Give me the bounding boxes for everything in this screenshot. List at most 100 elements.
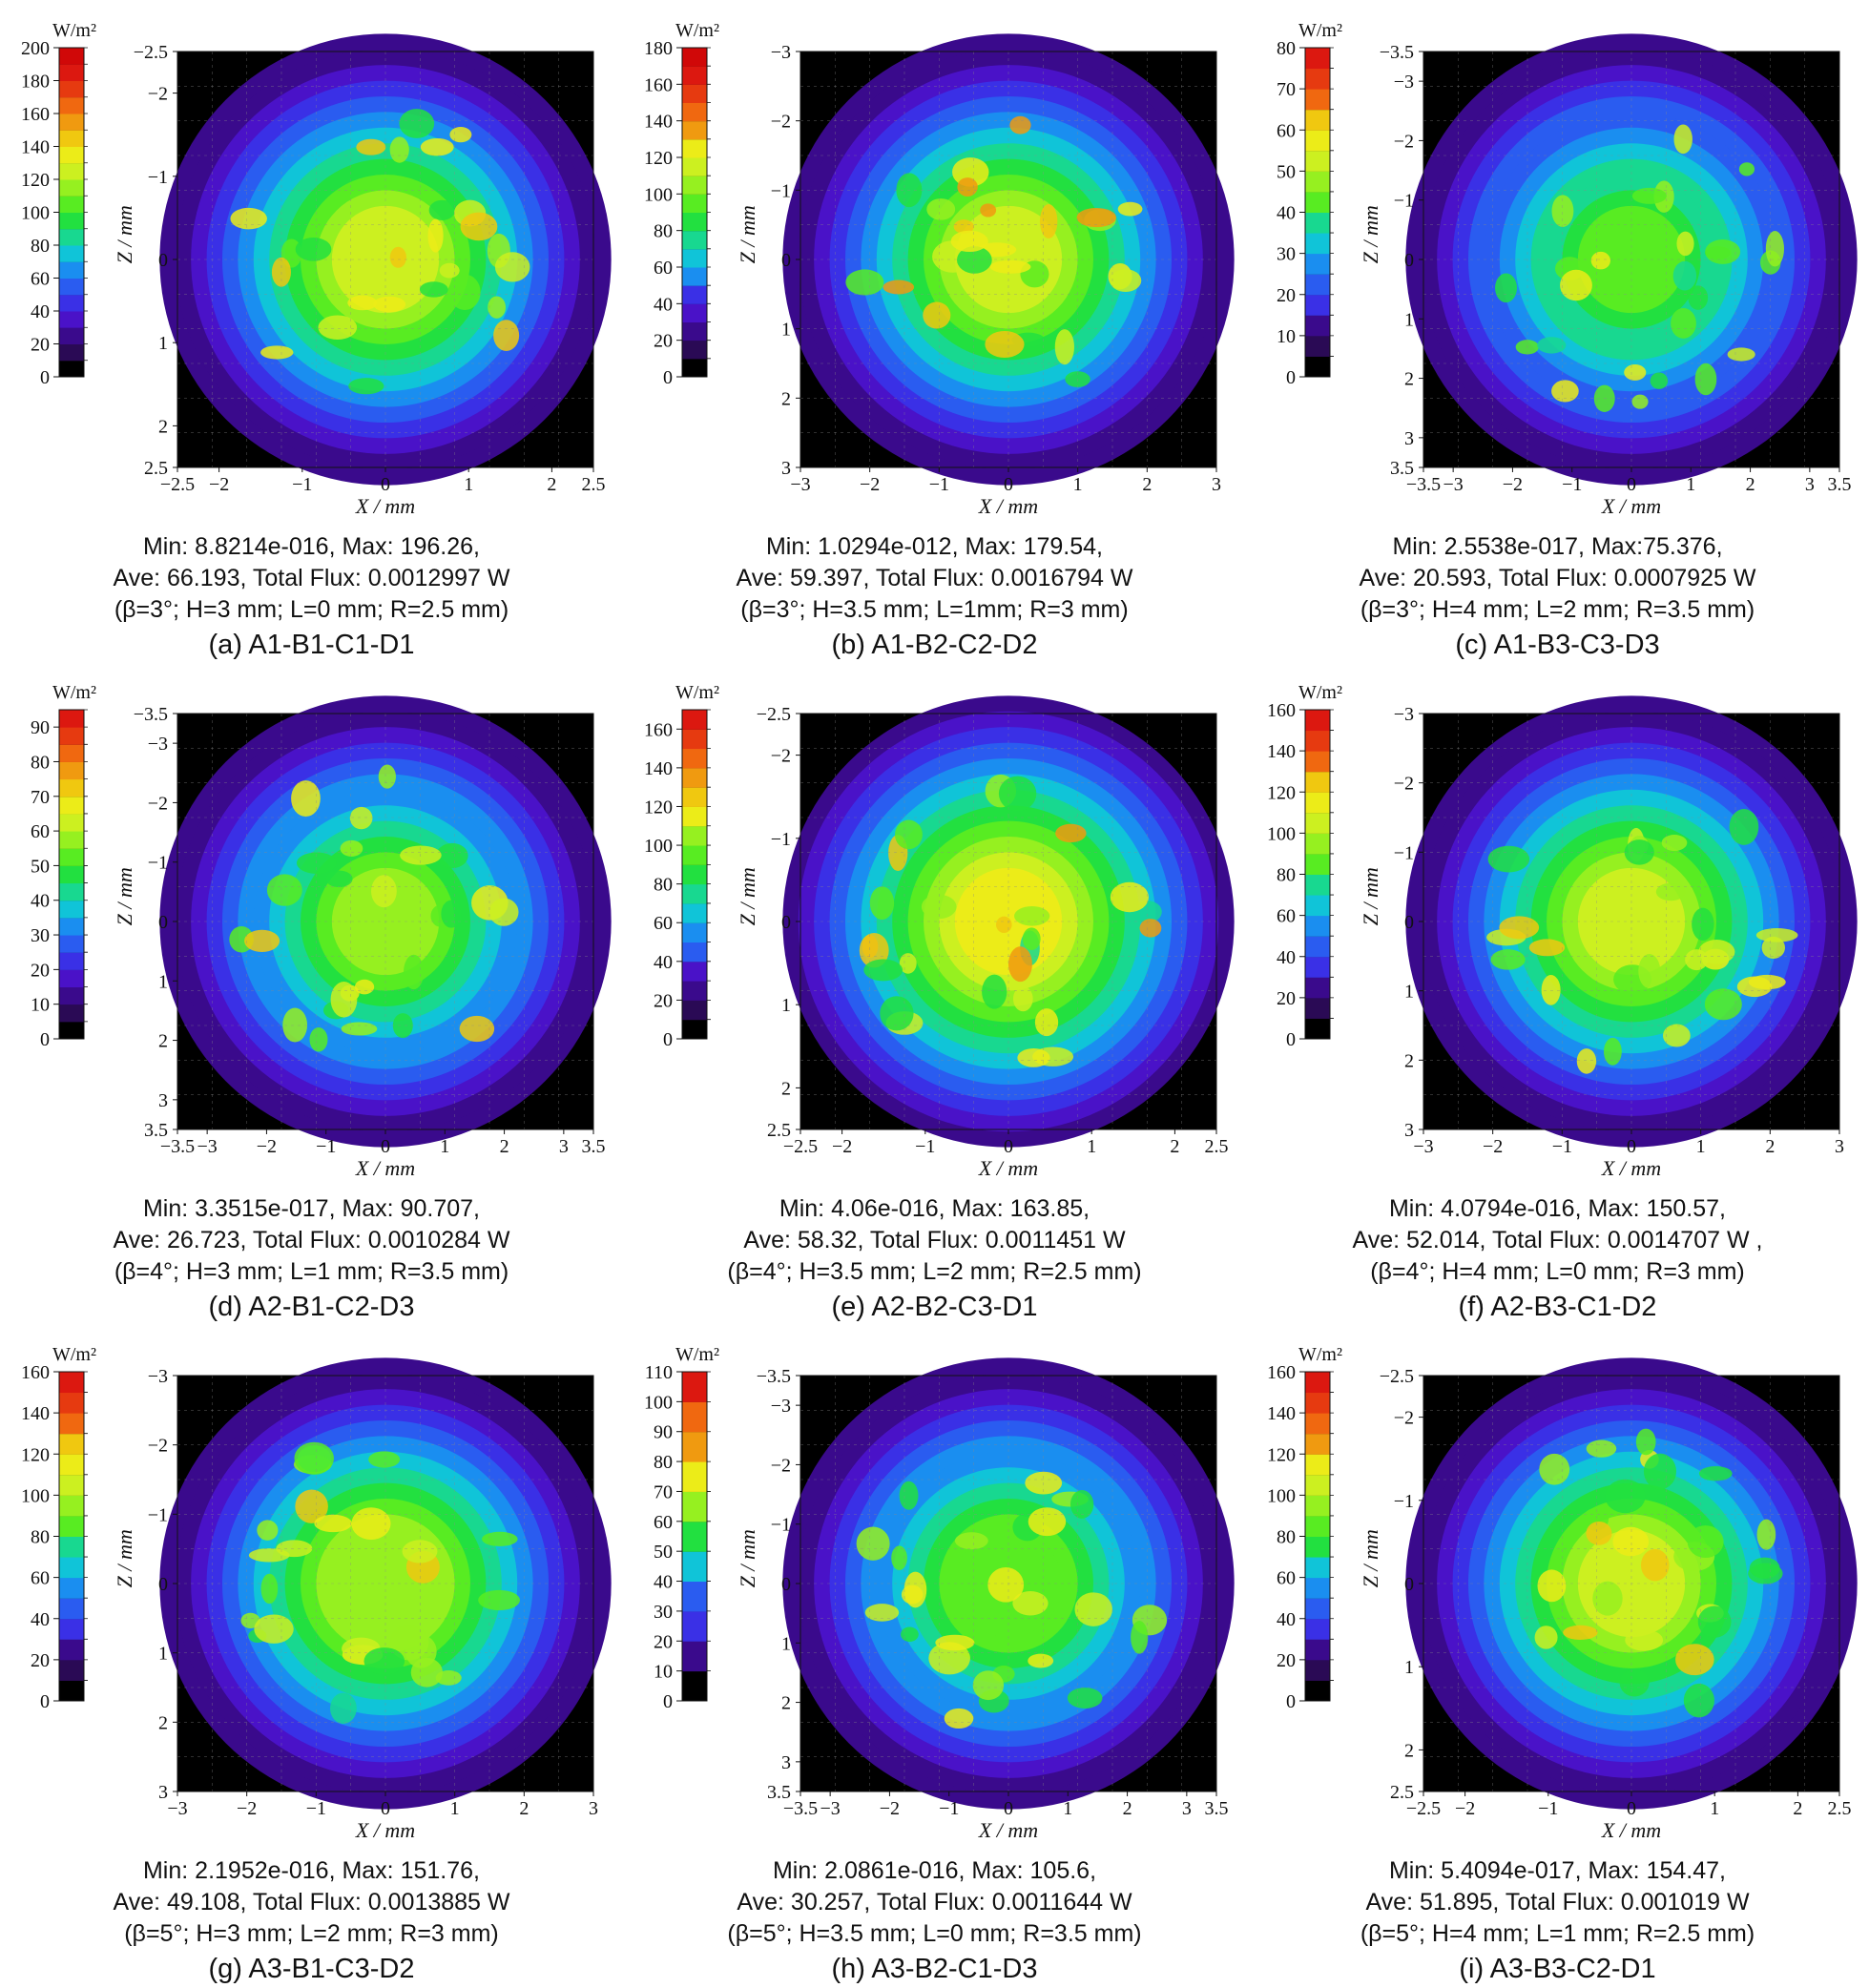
flux-spot [330, 982, 358, 1018]
x-tick-label: −2.5 [160, 474, 195, 495]
flux-spot [402, 1540, 438, 1563]
flux-spot [282, 1007, 308, 1043]
flux-spot [1012, 1591, 1049, 1616]
z-tick-label: 1 [1404, 309, 1414, 330]
colorbar-tick-label: 70 [654, 1481, 673, 1502]
z-tick-label: 2 [158, 416, 168, 437]
colorbar-tick-label: 160 [21, 1362, 50, 1383]
x-tick-label: 3 [1212, 474, 1221, 495]
z-axis-label: Z / mm [1359, 867, 1382, 925]
z-tick-label: −1 [1394, 191, 1414, 212]
colorbar-tick-label: 0 [1286, 1029, 1296, 1050]
colorbar-tick-label: 120 [644, 797, 673, 818]
colorbar-tick-label: 100 [1267, 823, 1296, 844]
colorbar-segment [1305, 833, 1330, 855]
x-tick-label: 2 [1765, 1136, 1775, 1157]
colorbar-tick-label: 160 [21, 104, 50, 125]
colorbar-tick-label: 0 [1286, 367, 1296, 388]
x-tick-label: −1 [316, 1136, 336, 1157]
colorbar-tick-label: 60 [654, 913, 673, 934]
colorbar-tick-label: 10 [1277, 326, 1296, 347]
colorbar-tick-label: 140 [1267, 1403, 1296, 1424]
z-tick-label: −2 [148, 84, 168, 105]
flux-spot [399, 109, 435, 138]
x-tick-label: 0 [1004, 474, 1013, 495]
colorbar-tick-label: 100 [644, 1392, 673, 1413]
colorbar-segment [682, 981, 707, 1001]
flux-spot [996, 916, 1012, 933]
colorbar-segment [59, 1618, 84, 1640]
z-tick-label: 1 [781, 320, 791, 341]
colorbar-segment [59, 1021, 84, 1040]
colorbar-tick-label: 80 [31, 1527, 50, 1548]
flux-spot [248, 1548, 290, 1563]
colorbar-tick-label: 30 [31, 925, 50, 946]
colorbar-tick-label: 120 [21, 1444, 50, 1465]
colorbar-tick-label: 10 [31, 995, 50, 1016]
flux-spot [419, 281, 448, 298]
colorbar-segment [682, 1000, 707, 1021]
x-tick-label: 2 [1170, 1136, 1179, 1157]
x-tick-label: 2.5 [1205, 1136, 1229, 1157]
colorbar-segment [59, 917, 84, 936]
x-tick-label: 2.5 [1828, 1798, 1852, 1819]
flux-spot [1655, 882, 1686, 901]
stats-line: Ave: 51.895, Total Flux: 0.001019 W [1365, 1889, 1750, 1916]
colorbar-tick-label: 0 [1286, 1691, 1296, 1712]
panel-caption: (h) A3-B2-C1-D3 [831, 1954, 1038, 1984]
z-tick-label: −2.5 [134, 42, 168, 63]
z-tick-label: −2 [771, 1455, 791, 1476]
flux-spot [1749, 1557, 1780, 1579]
flux-spot [1586, 1521, 1612, 1545]
flux-spot [1022, 927, 1041, 951]
colorbar-segment [682, 321, 707, 342]
colorbar-segment [59, 1639, 84, 1661]
x-tick-label: 0 [381, 474, 390, 495]
flux-spot [891, 1545, 907, 1571]
flux-spot [1034, 1008, 1059, 1037]
colorbar-tick-label: 60 [1277, 906, 1296, 927]
stats-line: Ave: 26.723, Total Flux: 0.0010284 W [113, 1227, 510, 1253]
flux-spot [1612, 1526, 1650, 1557]
flux-spot [1662, 1024, 1691, 1047]
flux-spot [1692, 907, 1714, 942]
colorbar-tick-label: 30 [1277, 244, 1296, 265]
colorbar-tick-label: 0 [40, 1029, 50, 1050]
z-axis-label: Z / mm [113, 867, 136, 925]
colorbar-tick-label: 60 [31, 1568, 50, 1589]
flux-spot [378, 764, 396, 789]
flux-spot [1007, 946, 1032, 983]
x-tick-label: 0 [381, 1136, 390, 1157]
colorbar-tick-label: 20 [654, 990, 673, 1011]
colorbar-segment [682, 1581, 707, 1612]
colorbar-segment [1305, 1557, 1330, 1579]
colorbar-tick-label: 80 [31, 236, 50, 257]
x-tick-label: −1 [915, 1136, 935, 1157]
x-axis-label: X / mm [1601, 494, 1661, 518]
flux-spot [1672, 260, 1697, 291]
panel-c: 0 10 20 30 40 50 60 70 80 W/m² −3.5 −3 −2 −1 0 1 2 3 3.5 −3… [1246, 0, 1869, 662]
colorbar-tick-label: 20 [31, 335, 50, 356]
colorbar-tick-label: 80 [31, 752, 50, 773]
z-tick-label: 3 [1404, 428, 1414, 449]
colorbar-segment [1305, 233, 1330, 255]
x-tick-label: −2 [237, 1798, 257, 1819]
flux-spot [1576, 1048, 1597, 1074]
colorbar-segment [59, 261, 84, 279]
colorbar-segment [59, 1433, 84, 1455]
colorbar-segment [59, 969, 84, 988]
x-tick-label: 2 [1142, 474, 1152, 495]
colorbar-segment [682, 1461, 707, 1492]
colorbar-segment [1305, 171, 1330, 193]
flux-spot [436, 842, 468, 869]
colorbar-frame [681, 709, 708, 1040]
z-tick-label: 0 [781, 912, 791, 933]
flux-spot [1624, 363, 1647, 381]
z-tick-label: 2.5 [1390, 1782, 1414, 1803]
x-tick-label: 3 [559, 1136, 569, 1157]
colorbar-tick-label: 140 [644, 112, 673, 133]
stats-line: (β=3°; H=4 mm; L=2 mm; R=3.5 mm) [1360, 596, 1755, 623]
